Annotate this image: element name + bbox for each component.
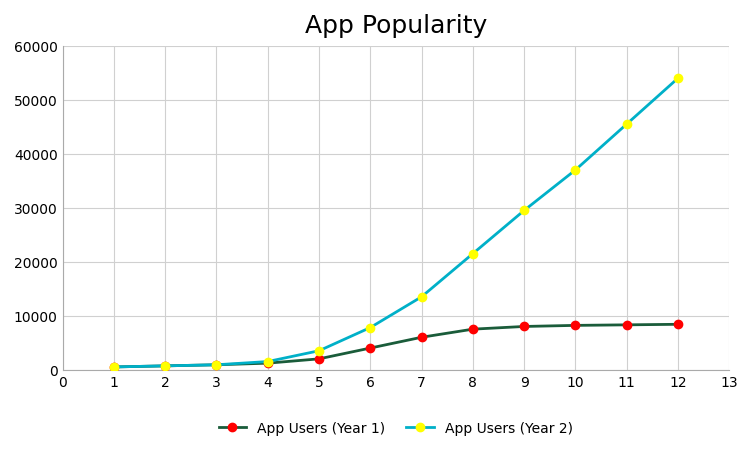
App Users (Year 1) bbox=[263, 361, 272, 366]
App Users (Year 2) bbox=[417, 295, 426, 300]
App Users (Year 2) bbox=[314, 348, 323, 354]
App Users (Year 1) bbox=[365, 345, 374, 351]
App Users (Year 1) bbox=[571, 323, 580, 328]
App Users (Year 1) bbox=[468, 327, 478, 332]
App Users (Year 1) bbox=[417, 335, 426, 340]
Legend: App Users (Year 1), App Users (Year 2): App Users (Year 1), App Users (Year 2) bbox=[213, 415, 579, 441]
Line: App Users (Year 2): App Users (Year 2) bbox=[110, 75, 682, 371]
App Users (Year 1) bbox=[212, 362, 221, 368]
App Users (Year 2) bbox=[263, 359, 272, 364]
App Users (Year 1) bbox=[314, 356, 323, 362]
App Users (Year 1) bbox=[674, 322, 683, 327]
App Users (Year 2) bbox=[212, 362, 221, 368]
App Users (Year 2) bbox=[365, 325, 374, 331]
Title: App Popularity: App Popularity bbox=[305, 14, 487, 38]
App Users (Year 2) bbox=[468, 251, 478, 257]
App Users (Year 1) bbox=[622, 322, 631, 328]
App Users (Year 1) bbox=[109, 364, 118, 370]
App Users (Year 2) bbox=[622, 122, 631, 128]
App Users (Year 2) bbox=[571, 168, 580, 173]
App Users (Year 1) bbox=[161, 364, 170, 369]
App Users (Year 2) bbox=[674, 76, 683, 82]
App Users (Year 2) bbox=[109, 364, 118, 370]
Line: App Users (Year 1): App Users (Year 1) bbox=[110, 320, 682, 371]
App Users (Year 2) bbox=[520, 208, 529, 214]
App Users (Year 1) bbox=[520, 324, 529, 329]
App Users (Year 2) bbox=[161, 364, 170, 369]
